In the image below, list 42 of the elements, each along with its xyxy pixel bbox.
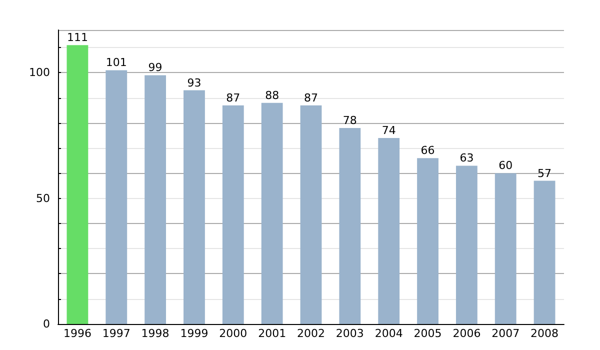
bar [494,173,516,324]
data-label: 63 [460,152,474,165]
y-tick-label: 100 [29,66,50,80]
x-tick-label: 2008 [530,327,559,340]
data-label: 57 [538,166,552,180]
data-label: 101 [106,56,127,70]
data-label: 74 [382,124,396,138]
data-label: 78 [342,114,357,127]
y-tick-label: 50 [36,192,50,205]
data-label: 88 [265,88,280,102]
data-label: 87 [304,91,318,104]
bar [144,75,166,324]
bar [378,138,400,324]
x-tick-label: 1999 [180,327,208,340]
data-label: 60 [498,159,513,172]
data-label: 99 [148,61,162,74]
bar [222,105,244,324]
x-tick-label: 2001 [258,327,286,340]
data-label: 87 [226,91,240,104]
bar [417,158,438,324]
x-tick-label: 2004 [374,327,403,340]
x-tick-label: 1996 [63,327,92,340]
bar [534,180,556,324]
x-tick-label: 2007 [492,327,520,340]
x-tick-label: 1997 [102,327,130,340]
data-label: 111 [66,31,88,44]
bar [456,166,478,324]
x-tick-label: 1998 [141,327,170,340]
data-label: 93 [187,76,202,90]
bar [66,45,88,324]
x-tick-label: 2006 [452,327,481,340]
bar [106,70,128,324]
data-label: 66 [420,144,435,158]
x-tick-label: 2005 [414,327,442,340]
x-tick-label: 2000 [219,327,248,340]
bar [261,102,283,324]
x-tick-label: 2002 [297,327,325,340]
bar [300,105,322,324]
x-tick-label: 2003 [336,327,364,340]
y-tick-label: 0 [43,318,50,330]
bar [184,90,205,324]
bar [339,128,361,324]
